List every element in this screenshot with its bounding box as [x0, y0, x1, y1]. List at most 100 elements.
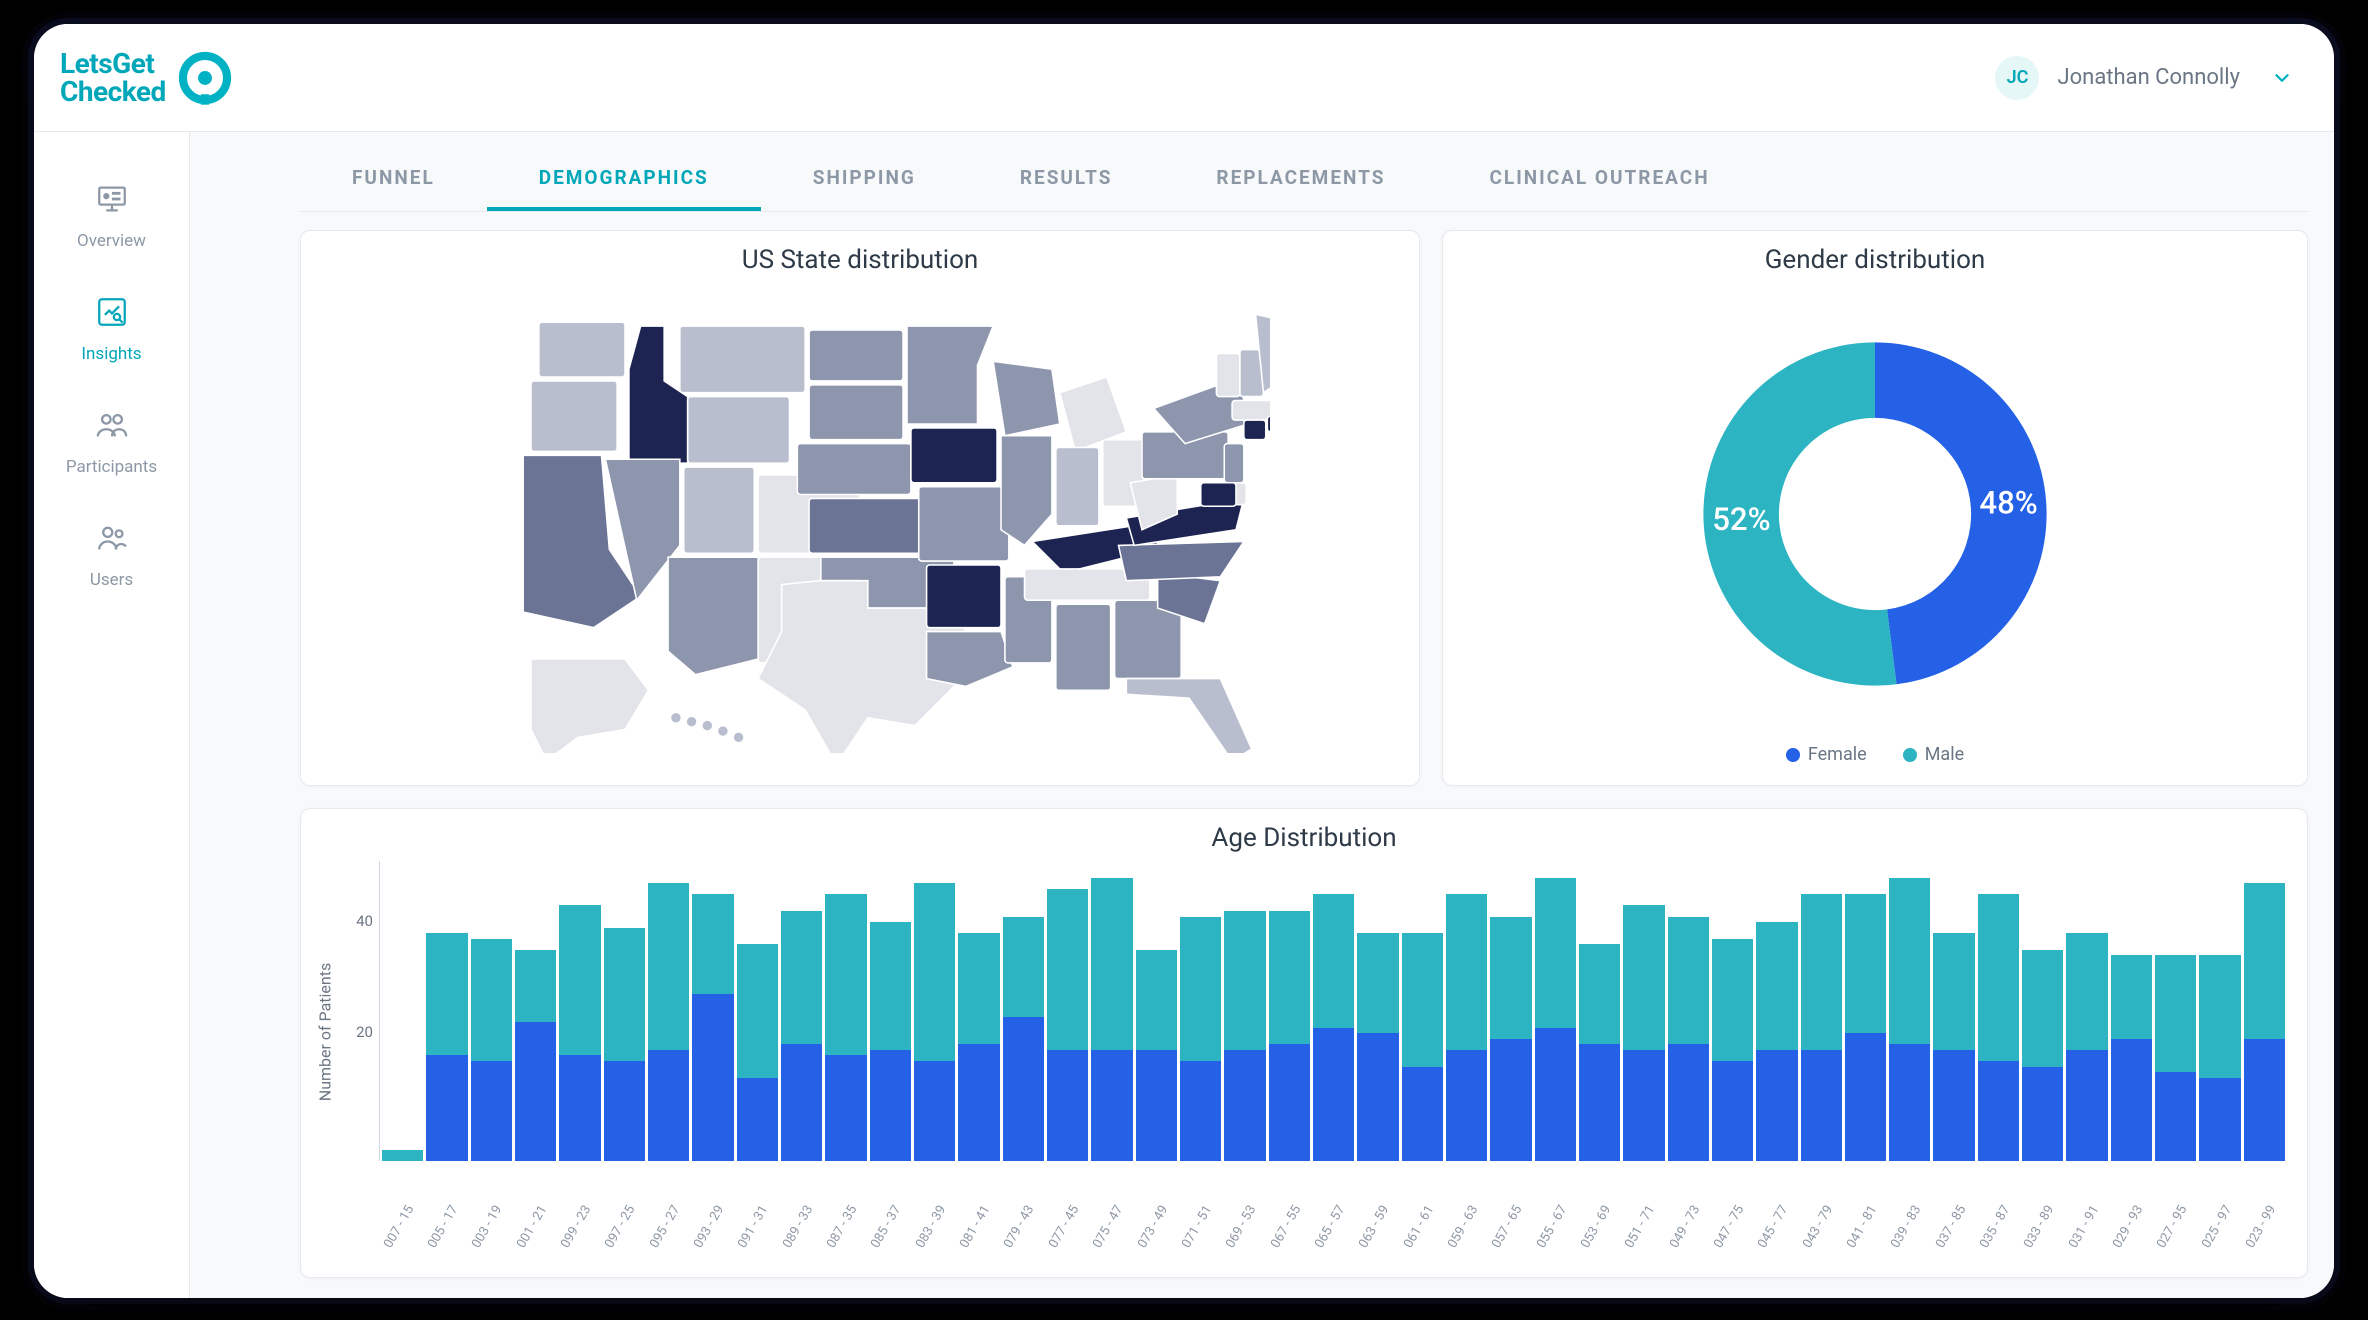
bar: [604, 928, 645, 1161]
tab-clinical-outreach[interactable]: CLINICAL OUTREACH: [1437, 140, 1761, 211]
tab-replacements[interactable]: REPLACEMENTS: [1164, 140, 1437, 211]
bar: [914, 883, 955, 1161]
bar: [1224, 911, 1265, 1161]
state-IN: [1056, 448, 1099, 526]
bar: [1047, 889, 1088, 1161]
header: LetsGet Checked JC Jonathan Connolly: [34, 24, 2334, 132]
tab-funnel[interactable]: FUNNEL: [300, 140, 487, 211]
svg-text:52%: 52%: [1712, 501, 1770, 538]
svg-text:48%: 48%: [1979, 484, 2037, 521]
bar: [2066, 933, 2107, 1161]
bar: [781, 911, 822, 1161]
state-MT: [680, 326, 805, 393]
bar: [1091, 878, 1132, 1161]
bar: [1402, 933, 1443, 1161]
state-RI: [1267, 416, 1270, 432]
state-MN: [907, 326, 993, 424]
bar: [1535, 878, 1576, 1161]
people-icon: [95, 408, 129, 447]
sidebar-item-overview[interactable]: Overview: [34, 160, 189, 273]
state-NJ: [1224, 444, 1244, 483]
bar: [1978, 894, 2019, 1161]
logo-mark-icon: [176, 49, 234, 107]
bar: [1933, 933, 1974, 1161]
state-OR: [531, 381, 617, 452]
insights-icon: [95, 295, 129, 334]
bar: [1446, 894, 1487, 1161]
state-IA: [911, 428, 997, 483]
state-AL: [1056, 604, 1111, 690]
bar: [648, 883, 689, 1161]
state-FL: [1126, 679, 1251, 753]
card-title: Age Distribution: [301, 823, 2307, 853]
state-MO: [919, 487, 1009, 561]
state-LA: [927, 632, 1013, 687]
bar: [1801, 894, 1842, 1161]
bar: [1357, 933, 1398, 1161]
state-WA: [539, 322, 625, 377]
y-axis-label: Number of Patients: [316, 963, 335, 1101]
bar: [1712, 939, 1753, 1161]
user-name: Jonathan Connolly: [2057, 65, 2240, 90]
state-KS: [809, 498, 927, 553]
bar: [1269, 911, 1310, 1161]
state-CT: [1244, 420, 1266, 440]
state-VT: [1216, 354, 1240, 397]
bar: [426, 933, 467, 1161]
tab-demographics[interactable]: DEMOGRAPHICS: [487, 140, 761, 211]
sidebar-item-participants[interactable]: Participants: [34, 386, 189, 499]
state-AK: [531, 659, 649, 753]
state-HI: [717, 726, 728, 737]
state-WI: [993, 361, 1060, 435]
y-axis-ticks: 2040: [339, 861, 379, 1161]
age-bar-chart: [379, 861, 2285, 1161]
age-distribution-card: Age Distribution Number of Patients 2040…: [300, 808, 2308, 1278]
tabs: FUNNELDEMOGRAPHICSSHIPPINGRESULTSREPLACE…: [300, 132, 2308, 212]
bar: [1003, 917, 1044, 1161]
monitor-icon: [95, 182, 129, 221]
bar: [2155, 955, 2196, 1161]
logo-text: LetsGet Checked: [60, 50, 166, 106]
gender-donut-chart: 48% 52%: [1680, 319, 2070, 709]
bar: [2111, 955, 2152, 1161]
gender-legend: FemaleMale: [1443, 744, 2307, 785]
bar: [1889, 878, 1930, 1161]
body: Overview Insights Participants Users FUNNEL…: [34, 132, 2334, 1298]
x-axis-labels: 007 - 15005 - 17003 - 19001 - 21099 - 23…: [301, 1203, 2307, 1273]
bar: [1668, 917, 1709, 1161]
state-SD: [809, 385, 903, 440]
state-AR: [927, 565, 1001, 628]
state-MA: [1232, 401, 1270, 421]
sidebar-item-insights[interactable]: Insights: [34, 273, 189, 386]
bar: [825, 894, 866, 1161]
logo: LetsGet Checked: [60, 49, 234, 107]
sidebar-item-users[interactable]: Users: [34, 499, 189, 612]
bar: [2199, 955, 2240, 1161]
sidebar-item-label: Participants: [66, 457, 157, 477]
bar: [2022, 950, 2063, 1161]
bar: [1579, 944, 1620, 1161]
bar: [515, 950, 556, 1161]
state-NC: [1119, 542, 1244, 581]
logo-line2: Checked: [60, 78, 166, 106]
us-state-distribution-card: US State distribution: [300, 230, 1420, 786]
state-HI: [670, 712, 681, 723]
bar: [692, 894, 733, 1161]
gender-distribution-card: Gender distribution 48%52% FemaleMale: [1442, 230, 2308, 786]
bar: [2244, 883, 2285, 1161]
tab-shipping[interactable]: SHIPPING: [761, 140, 968, 211]
bar: [1756, 922, 1797, 1161]
state-IL: [1001, 436, 1052, 546]
sidebar-item-label: Overview: [77, 231, 146, 251]
state-HI: [686, 716, 697, 727]
bar: [958, 933, 999, 1161]
users-icon: [95, 521, 129, 560]
state-ID: [629, 326, 688, 463]
sidebar: Overview Insights Participants Users: [34, 132, 190, 1298]
tab-results[interactable]: RESULTS: [968, 140, 1165, 211]
state-HI: [702, 720, 713, 731]
user-menu[interactable]: JC Jonathan Connolly: [1995, 56, 2296, 100]
us-map-choropleth: [450, 283, 1270, 753]
legend-item: Female: [1786, 744, 1867, 765]
state-NE: [797, 444, 911, 495]
